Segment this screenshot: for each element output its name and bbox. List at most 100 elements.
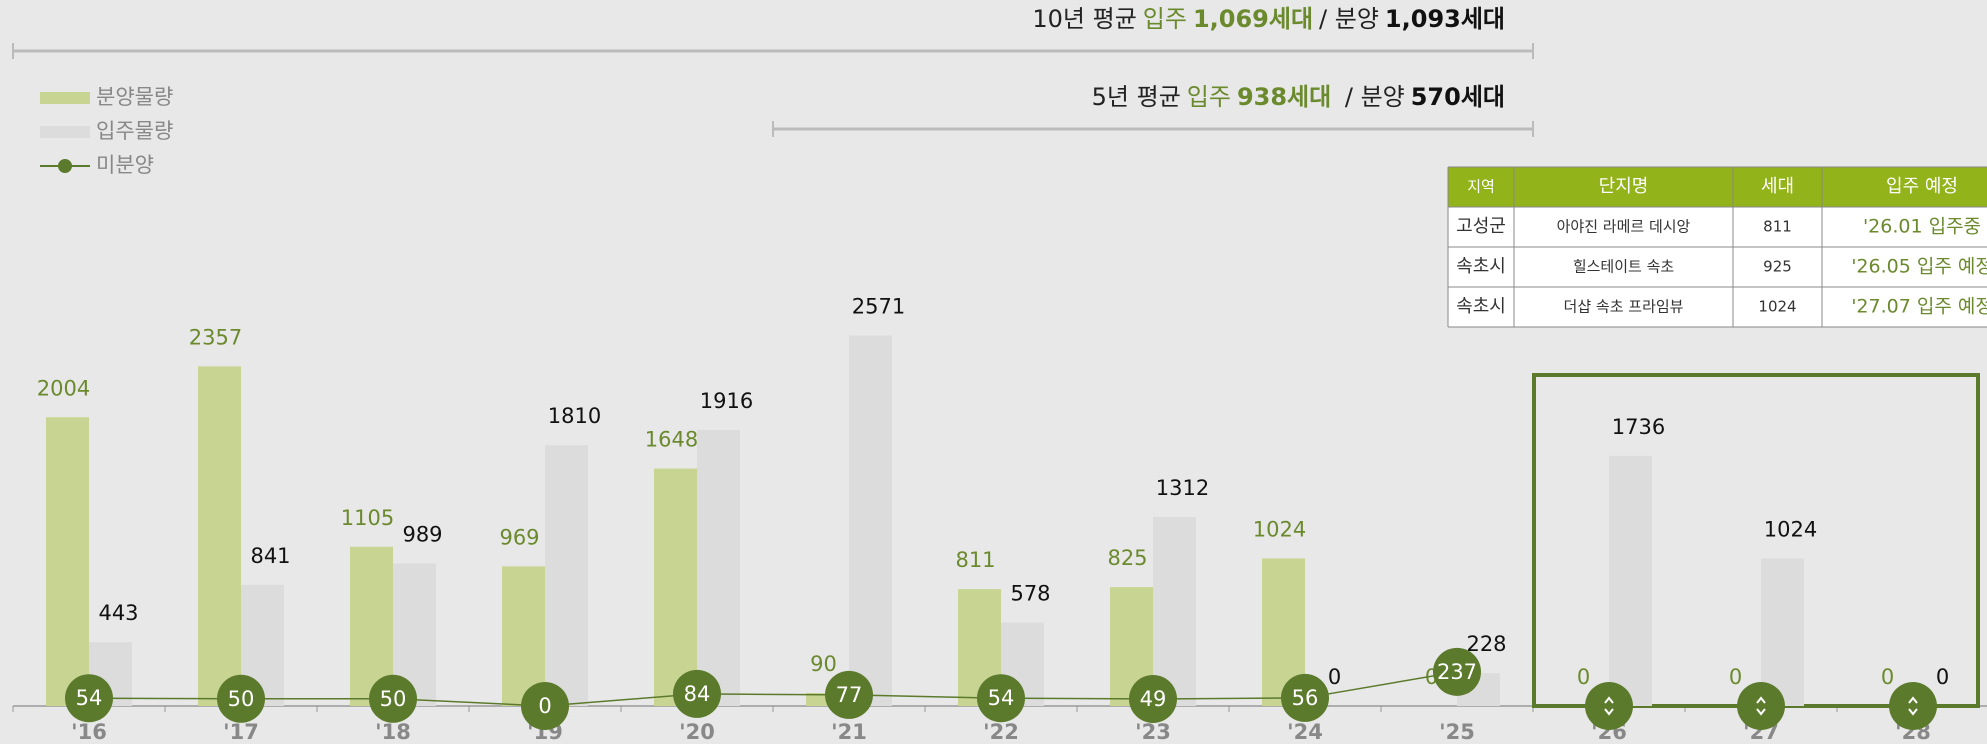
unsold-marker: [977, 674, 1025, 723]
pending-icon: [1908, 696, 1918, 716]
value-label: 578: [1010, 582, 1050, 606]
unsold-label: 54: [988, 686, 1015, 710]
bar: [849, 335, 892, 706]
pending-icon: [1604, 696, 1614, 716]
annotation-part: 1,093세대: [1385, 5, 1505, 33]
x-tick-label: '17: [223, 720, 259, 744]
table-cell: 더샵 속초 프라임뷰: [1564, 298, 1684, 316]
table-header: 입주 예정: [1886, 176, 1958, 197]
table-cell: 속초시: [1456, 256, 1506, 277]
unsold-marker: [1129, 674, 1177, 723]
table-cell: '27.07 입주 예정: [1851, 296, 1987, 318]
value-label: 228: [1466, 632, 1506, 656]
value-label: 0: [1936, 665, 1949, 689]
table-row-bg: [1448, 207, 1987, 247]
value-label: 841: [250, 544, 290, 568]
bar: [697, 429, 740, 706]
value-label: 1810: [548, 404, 601, 428]
unsold-label: 77: [836, 683, 863, 707]
annotation-part: 570세대: [1411, 83, 1505, 111]
value-label: 1024: [1764, 517, 1817, 541]
unsold-label: 237: [1437, 660, 1477, 684]
value-label: 1916: [700, 389, 753, 413]
legend-dot: [58, 159, 72, 173]
value-label: 2357: [189, 325, 242, 349]
annotation-part: 입주: [1187, 83, 1231, 111]
table-header-bg: [1448, 167, 1987, 207]
table-header: 지역: [1467, 178, 1495, 196]
legend-label: 미분양: [96, 153, 154, 177]
legend-label: 분양물량: [96, 85, 173, 109]
value-label: 989: [402, 523, 442, 547]
value-label: 2571: [852, 295, 905, 319]
unsold-label: 50: [380, 687, 407, 711]
value-label: 0: [1881, 665, 1894, 689]
value-label: 811: [955, 548, 995, 572]
bar: [502, 566, 545, 706]
unsold-line: [88, 671, 1458, 707]
unsold-marker: [217, 674, 265, 723]
annotation-part: / 분양: [1319, 5, 1379, 33]
pending-marker: [1585, 682, 1633, 730]
bar: [1153, 516, 1196, 706]
unsold-marker: [1281, 673, 1329, 722]
unsold-label: 54: [76, 686, 103, 710]
table-header: 단지명: [1599, 176, 1649, 197]
annotation-part: 10년 평균: [1032, 5, 1136, 33]
value-label: 90: [810, 652, 837, 676]
value-label: 0: [1328, 665, 1341, 689]
x-tick-label: '22: [983, 720, 1019, 744]
value-label: 0: [1729, 665, 1742, 689]
bar: [545, 445, 588, 706]
x-tick-label: '23: [1135, 720, 1171, 744]
x-tick-label: '24: [1287, 720, 1323, 744]
annotation-part: 1,069세대: [1193, 5, 1313, 33]
table-row-bg: [1448, 287, 1987, 327]
unsold-marker: [65, 674, 113, 723]
table-cell: '26.05 입주 예정: [1851, 256, 1987, 278]
table-cell: 속초시: [1456, 296, 1506, 317]
table-header: 세대: [1761, 176, 1794, 197]
unsold-label: 56: [1292, 686, 1319, 710]
unsold-label: 84: [684, 682, 711, 706]
value-label: 443: [98, 601, 138, 625]
table-cell: 아야진 라메르 데시앙: [1557, 218, 1691, 236]
value-label: 0: [1577, 665, 1590, 689]
value-label: 1736: [1612, 415, 1665, 439]
x-tick-label: '25: [1439, 720, 1475, 744]
bar: [1761, 558, 1804, 706]
value-label: 1312: [1156, 476, 1209, 500]
annotation: 10년 평균 입주 1,069세대 / 분양 1,093세대: [1032, 5, 1505, 33]
legend-swatch: [40, 92, 90, 104]
legend-label: 입주물량: [96, 119, 173, 143]
unsold-marker: [1433, 647, 1481, 696]
annotation: 5년 평균 입주 938세대 / 분양 570세대: [1092, 83, 1505, 111]
table-cell: 925: [1763, 258, 1792, 276]
x-tick-label: '16: [71, 720, 107, 744]
table-row-bg: [1448, 247, 1987, 287]
bar: [654, 468, 697, 706]
x-tick-label: '21: [831, 720, 867, 744]
unsold-marker: [825, 670, 873, 719]
x-tick-label: '20: [679, 720, 715, 744]
pending-marker: [1737, 682, 1785, 730]
value-label: 825: [1107, 546, 1147, 570]
table-cell: '26.01 입주중: [1863, 216, 1981, 238]
bar: [1609, 455, 1652, 706]
annotation-part: 938세대: [1237, 83, 1331, 111]
bar: [198, 366, 241, 706]
value-label: 1105: [341, 506, 394, 530]
table-cell: 고성군: [1456, 216, 1506, 237]
table-cell: 힐스테이트 속초: [1573, 258, 1675, 276]
value-label: 969: [499, 525, 539, 549]
annotation-part: / 분양: [1337, 83, 1405, 111]
value-label: 1648: [645, 428, 698, 452]
unsold-label: 0: [538, 694, 551, 718]
table-cell: 811: [1763, 218, 1792, 236]
value-label: 2004: [37, 376, 90, 400]
unsold-label: 50: [228, 687, 255, 711]
annotation-part: 입주: [1143, 5, 1187, 33]
legend-swatch: [40, 126, 90, 138]
